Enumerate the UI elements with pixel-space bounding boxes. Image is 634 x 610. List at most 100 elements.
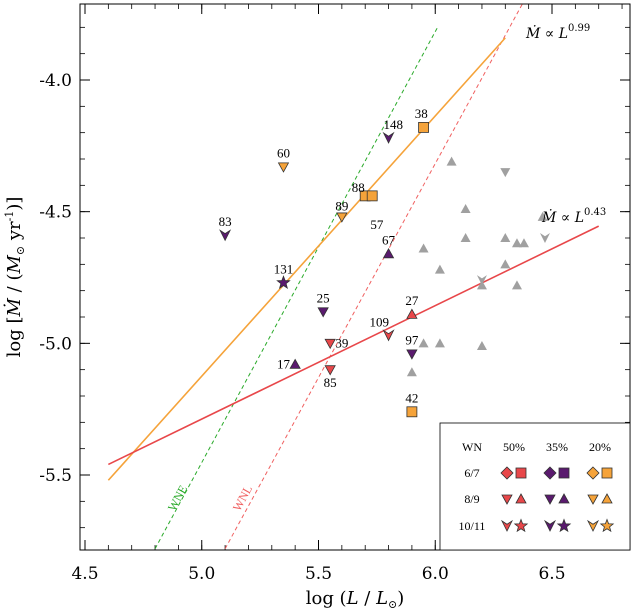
- point-label-67: 67: [382, 233, 396, 248]
- point-label-88: 88: [352, 180, 365, 195]
- grey-point: [418, 243, 429, 253]
- grey-point: [537, 211, 548, 221]
- legend-row-label: 6/7: [464, 466, 479, 480]
- grey-point: [434, 264, 445, 274]
- y-tick-label: -5.0: [39, 334, 72, 354]
- grey-point: [460, 204, 471, 214]
- grey-point: [460, 233, 471, 242]
- y-axis-label-part: yr: [4, 221, 25, 246]
- star-point-57: [366, 190, 378, 202]
- legend-marker: [599, 518, 615, 533]
- star-point-67: [382, 247, 395, 259]
- legend-row-label: 8/9: [464, 492, 479, 506]
- legend-marker: [515, 493, 527, 504]
- grey-point: [418, 338, 429, 348]
- point-label-131: 131: [274, 262, 294, 277]
- fit-line-0: [107, 37, 506, 481]
- star-point-109: [382, 329, 395, 342]
- point-label-38: 38: [415, 106, 428, 121]
- x-tick-label: 4.5: [71, 564, 98, 584]
- reference-line-wne: [154, 27, 439, 549]
- star-point-25: [317, 307, 329, 318]
- legend-marker: [500, 466, 514, 480]
- legend-header: WN: [462, 440, 482, 454]
- data-points: [219, 122, 550, 418]
- legend-marker: [501, 494, 513, 505]
- grey-point: [500, 168, 511, 178]
- y-axis-label-part: M: [4, 255, 25, 275]
- point-label-39: 39: [335, 335, 348, 350]
- grey-point: [476, 275, 487, 286]
- plot-frame: [79, 3, 631, 551]
- y-axis-label: log [Ṁ / (M⊙ yr-1)]: [2, 197, 27, 358]
- legend-marker: [558, 493, 570, 504]
- point-label-17: 17: [277, 356, 291, 371]
- grey-point: [406, 367, 417, 377]
- point-label-83: 83: [219, 214, 232, 229]
- grey-point: [500, 259, 511, 269]
- legend-marker: [586, 466, 600, 480]
- legend-marker: [543, 466, 557, 480]
- fit-lines: [107, 4, 600, 549]
- star-point-60: [277, 162, 290, 173]
- legend: WN 50% 35% 20% 6/7 8/9 10/11: [439, 422, 631, 551]
- star-point-97: [406, 349, 418, 360]
- fit-label-text: Ṁ ∝ L: [525, 24, 568, 42]
- point-label-60: 60: [277, 146, 290, 161]
- star-point-148: [382, 131, 395, 144]
- legend-marker: [500, 519, 514, 532]
- y-axis-label-part: Ṁ: [2, 298, 25, 318]
- star-point-38: [418, 122, 429, 133]
- star-point-131: [276, 275, 291, 289]
- star-point-17: [289, 358, 301, 369]
- reference-line-label-wnl: WNL: [230, 483, 255, 514]
- fit-label-exponent: 0.99: [568, 23, 590, 34]
- legend-marker: [587, 494, 599, 505]
- star-point-39: [324, 338, 336, 350]
- legend-marker: [515, 467, 527, 479]
- point-label-25: 25: [317, 291, 330, 306]
- x-tick-label: 6.5: [538, 564, 565, 584]
- legend-marker: [513, 518, 529, 533]
- y-tick-label: -4.5: [39, 203, 72, 223]
- point-label-57: 57: [370, 217, 384, 232]
- grey-point: [518, 238, 529, 248]
- point-label-89: 89: [335, 198, 348, 213]
- legend-marker: [544, 494, 556, 505]
- x-tick-label: 5.5: [305, 564, 332, 584]
- reference-line-wnl: [224, 4, 523, 549]
- star-point-85: [324, 365, 336, 376]
- grey-point: [446, 156, 457, 166]
- x-tick-label: 5.0: [188, 564, 215, 584]
- point-labels: 38 148 60 88 57 89 83 67 131 25 27 109 39 97 17 85 42: [219, 106, 428, 405]
- grey-point: [539, 233, 550, 243]
- star-point-89: [336, 212, 348, 223]
- y-axis-label-part: )]: [4, 197, 25, 211]
- legend-marker: [543, 519, 557, 532]
- legend-header: 35%: [546, 440, 568, 454]
- grey-point: [476, 280, 487, 290]
- x-axis-label-part: L: [346, 588, 359, 609]
- point-label-148: 148: [383, 117, 403, 132]
- y-tick-label: -4.0: [39, 71, 72, 91]
- legend-marker: [601, 467, 613, 479]
- legend-marker: [556, 518, 572, 533]
- legend-marker: [601, 493, 613, 504]
- reference-line-label-wne: WNE: [165, 483, 190, 514]
- axis-tick-labels: 4.5 5.0 5.5 6.0 6.5 -5.5 -5.0 -4.5 -4.0: [39, 71, 565, 584]
- y-tick-label: -5.5: [39, 466, 72, 486]
- x-axis-label: log (L / L⊙): [306, 588, 405, 610]
- grey-point: [476, 340, 487, 350]
- legend-box: [439, 422, 631, 551]
- grey-point: [511, 238, 522, 248]
- x-axis-label-part: ⊙: [388, 598, 397, 610]
- grey-point: [500, 233, 511, 242]
- fit-line-1: [108, 225, 600, 466]
- fit-label-0: Ṁ ∝ L0.99: [525, 23, 590, 42]
- grey-point: [511, 280, 522, 290]
- x-axis-label-part: L: [375, 588, 388, 609]
- plot-border: [79, 3, 631, 551]
- x-tick-label: 6.0: [422, 564, 449, 584]
